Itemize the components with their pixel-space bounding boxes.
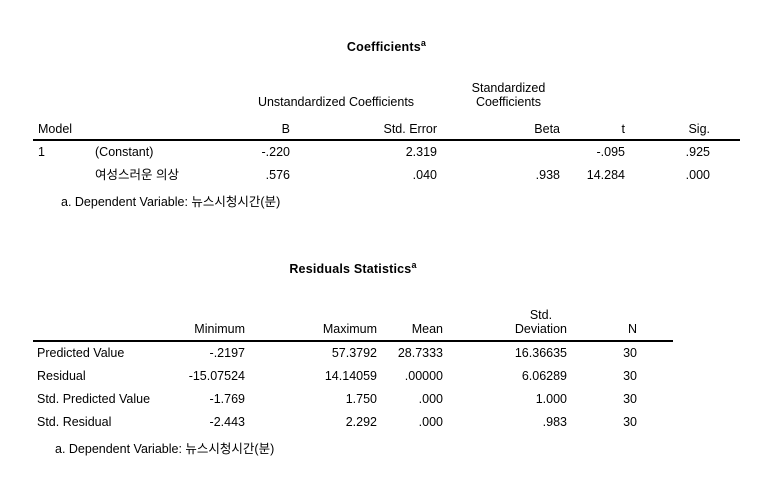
column-header-std-deviation: Std. Deviation bbox=[453, 279, 577, 343]
cell-statistic-label: Residual bbox=[37, 368, 86, 383]
cell-beta bbox=[447, 140, 570, 163]
cell-minimum: -15.07524 bbox=[188, 368, 245, 383]
cell-maximum: 14.14059 bbox=[324, 368, 377, 383]
cell-beta: .938 bbox=[535, 167, 560, 182]
cell-mean: 28.7333 bbox=[397, 346, 443, 361]
cell-minimum: -.2197 bbox=[209, 346, 245, 361]
cell-maximum: 1.750 bbox=[345, 391, 377, 406]
group-header-spacer-sig bbox=[635, 57, 740, 115]
cell-minimum: -2.443 bbox=[209, 414, 245, 429]
cell-std-error: 2.319 bbox=[405, 145, 437, 160]
column-header-minimum: Minimum bbox=[170, 279, 255, 343]
cell-maximum: 57.3792 bbox=[331, 346, 377, 361]
cell-statistic-label: Predicted Value bbox=[37, 346, 125, 361]
cell-b: .576 bbox=[265, 167, 290, 182]
cell-statistic-label: Std. Predicted Value bbox=[37, 391, 151, 406]
cell-t: -.095 bbox=[596, 145, 626, 160]
cell-std-deviation: 6.06289 bbox=[521, 368, 567, 383]
cell-minimum: -1.769 bbox=[209, 391, 245, 406]
cell-n: 30 bbox=[623, 346, 637, 361]
column-header-t: t bbox=[570, 115, 635, 142]
cell-model-number bbox=[33, 163, 90, 186]
group-header-spacer bbox=[33, 57, 225, 115]
coefficients-table: Unstandardized Coefficients Standardized… bbox=[33, 57, 740, 186]
table-row: Predicted Value -.2197 57.3792 28.7333 1… bbox=[33, 341, 673, 364]
cell-t: 14.284 bbox=[586, 167, 625, 182]
table-row: Residual -15.07524 14.14059 .00000 6.062… bbox=[33, 364, 673, 387]
column-header-beta: Beta bbox=[447, 115, 570, 142]
column-header-std-deviation-text: Std. Deviation bbox=[514, 308, 567, 337]
table-row: Std. Predicted Value -1.769 1.750 .000 1… bbox=[33, 387, 673, 410]
cell-std-deviation: 1.000 bbox=[535, 391, 567, 406]
residuals-statistics-table: Minimum Maximum Mean Std. Deviation N Pr… bbox=[33, 279, 673, 433]
cell-n: 30 bbox=[623, 368, 637, 383]
residuals-title-text: Residuals Statistics bbox=[289, 262, 412, 277]
cell-mean: .000 bbox=[418, 391, 443, 406]
coefficients-title-footnote-marker: a bbox=[420, 38, 427, 48]
residuals-table-footnote: a. Dependent Variable: 뉴스시청시간(분) bbox=[55, 442, 275, 457]
cell-n: 30 bbox=[623, 414, 637, 429]
group-header-standardized-text: Standardized Coefficients bbox=[471, 81, 546, 110]
group-header-spacer-t bbox=[570, 57, 635, 115]
cell-sig: .000 bbox=[685, 167, 710, 182]
coefficients-table-footnote: a. Dependent Variable: 뉴스시청시간(분) bbox=[61, 195, 281, 210]
cell-sig: .925 bbox=[685, 145, 710, 160]
residuals-table-section: Residuals Statisticsa Minimum Maximum Me… bbox=[33, 255, 673, 456]
coefficients-table-section: Coefficientsa Unstandardized Coefficient… bbox=[33, 33, 740, 209]
cell-std-error: .040 bbox=[412, 167, 437, 182]
table-row: 1 (Constant) -.220 2.319 -.095 .925 bbox=[33, 140, 740, 163]
cell-maximum: 2.292 bbox=[345, 414, 377, 429]
cell-variable: (Constant) bbox=[95, 145, 154, 160]
coefficients-table-title: Coefficientsa bbox=[33, 33, 740, 57]
table-row: 여성스러운 의상 .576 .040 .938 14.284 .000 bbox=[33, 163, 740, 186]
column-header-n: N bbox=[577, 279, 673, 343]
column-header-model: Model bbox=[33, 115, 225, 142]
group-header-standardized: Standardized Coefficients bbox=[447, 57, 570, 115]
cell-b: -.220 bbox=[261, 145, 291, 160]
cell-std-deviation: .983 bbox=[542, 414, 567, 429]
column-header-sig: Sig. bbox=[635, 115, 740, 142]
cell-mean: .000 bbox=[418, 414, 443, 429]
cell-model-number: 1 bbox=[38, 145, 45, 160]
column-header-spacer bbox=[33, 279, 170, 343]
column-header-mean: Mean bbox=[387, 279, 453, 343]
column-header-b: B bbox=[225, 115, 300, 142]
residuals-title-footnote-marker: a bbox=[411, 260, 417, 270]
coefficients-title-text: Coefficients bbox=[346, 40, 421, 55]
cell-statistic-label: Std. Residual bbox=[37, 414, 112, 429]
column-header-std-error: Std. Error bbox=[300, 115, 447, 142]
cell-n: 30 bbox=[623, 391, 637, 406]
cell-variable: 여성스러운 의상 bbox=[95, 167, 179, 182]
group-header-unstandardized: Unstandardized Coefficients bbox=[257, 95, 415, 110]
table-row: Std. Residual -2.443 2.292 .000 .983 30 bbox=[33, 410, 673, 433]
residuals-table-title: Residuals Statisticsa bbox=[33, 255, 673, 279]
column-header-maximum: Maximum bbox=[255, 279, 387, 343]
cell-std-deviation: 16.36635 bbox=[514, 346, 567, 361]
cell-mean: .00000 bbox=[404, 368, 443, 383]
